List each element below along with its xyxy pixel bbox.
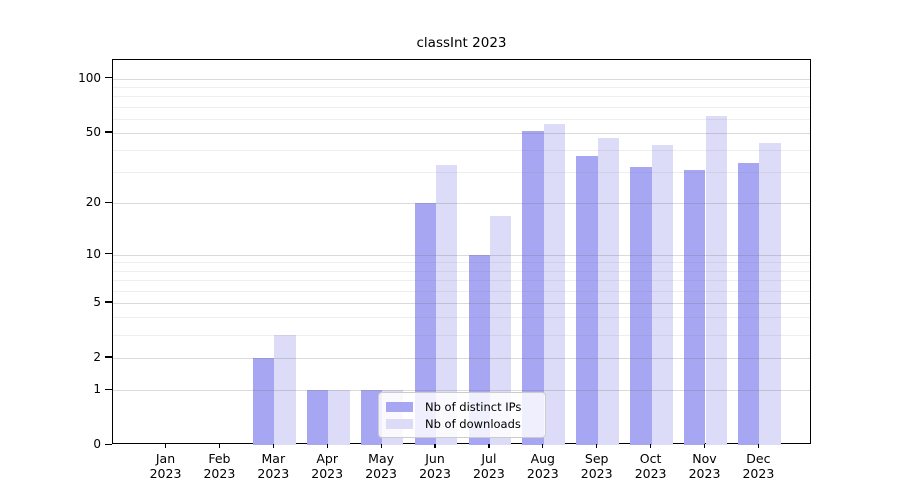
- gridline-1: [113, 390, 810, 391]
- x-tick-nov: [703, 444, 706, 448]
- y-tick-20: [105, 201, 112, 204]
- bar-downloads-sep: [597, 137, 620, 445]
- legend-label-distinct-ips: Nb of distinct IPs: [425, 399, 522, 414]
- y-tick-10: [105, 253, 112, 255]
- bar-distinct-ips-dec: [738, 162, 760, 445]
- y-tick-0: [105, 443, 112, 445]
- gridline-3: [113, 334, 810, 336]
- gridline-70: [113, 106, 810, 108]
- legend-item-distinct-ips: Nb of distinct IPs: [386, 401, 537, 413]
- bar-downloads-mar: [274, 334, 296, 445]
- x-tick-label-oct: Oct 2023: [634, 451, 667, 481]
- gridline-6: [113, 290, 810, 292]
- bar-downloads-aug: [543, 124, 566, 445]
- gridline-8: [113, 270, 810, 272]
- x-tick-sep: [596, 444, 598, 448]
- x-tick-dec: [757, 444, 760, 448]
- x-tick-label-sep: Sep 2023: [580, 451, 613, 481]
- legend-label-downloads: Nb of downloads: [425, 416, 521, 431]
- grid-layer: [113, 60, 810, 443]
- bars-layer: [113, 60, 810, 445]
- x-tick-jan: [164, 444, 167, 448]
- y-tick-label-20: 20: [85, 195, 101, 210]
- x-tick-jun: [434, 444, 436, 448]
- y-tick-label-50: 50: [85, 124, 101, 139]
- x-tick-aug: [542, 444, 544, 448]
- y-tick-2: [105, 356, 112, 358]
- legend-item-downloads: Nb of downloads: [386, 418, 537, 430]
- gridline-2: [113, 357, 810, 359]
- x-tick-jul: [488, 444, 490, 448]
- y-tick-1: [105, 388, 112, 390]
- gridline-10: [113, 254, 810, 256]
- gridline-20: [113, 203, 810, 205]
- x-tick-label-jul: Jul 2023: [472, 451, 505, 481]
- bar-downloads-oct: [651, 144, 673, 445]
- y-tick-50: [105, 131, 112, 133]
- gridline-30: [113, 172, 810, 174]
- bar-distinct-ips-oct: [630, 167, 652, 445]
- bar-downloads-apr: [328, 390, 350, 445]
- x-tick-label-nov: Nov 2023: [688, 451, 721, 481]
- x-tick-mar: [272, 444, 274, 448]
- x-tick-label-feb: Feb 2023: [203, 451, 236, 481]
- gridline-9: [113, 262, 810, 264]
- x-tick-label-jan: Jan 2023: [149, 451, 182, 481]
- gridline-40: [113, 150, 810, 152]
- legend: Nb of distinct IPs Nb of downloads: [378, 392, 546, 438]
- gridline-4: [113, 317, 810, 319]
- y-tick-label-1: 1: [93, 382, 101, 396]
- y-tick-5: [105, 301, 112, 303]
- gridline-7: [113, 279, 810, 281]
- bar-distinct-ips-sep: [576, 156, 598, 445]
- x-tick-label-jun: Jun 2023: [419, 451, 451, 481]
- bar-distinct-ips-apr: [306, 390, 329, 445]
- x-tick-label-aug: Aug 2023: [526, 451, 559, 481]
- bar-downloads-dec: [759, 142, 781, 445]
- gridline-60: [113, 118, 810, 120]
- y-tick-label-10: 10: [85, 246, 101, 261]
- bar-distinct-ips-nov: [684, 169, 706, 445]
- x-tick-label-mar: Mar 2023: [257, 451, 290, 481]
- legend-swatch-distinct-ips: [386, 401, 413, 412]
- x-tick-label-apr: Apr 2023: [311, 451, 344, 481]
- x-tick-apr: [326, 444, 328, 448]
- bar-distinct-ips-mar: [252, 357, 275, 445]
- y-tick-100: [105, 77, 112, 79]
- gridline-50: [113, 132, 810, 134]
- x-tick-label-may: May 2023: [365, 451, 397, 481]
- gridline-100: [113, 78, 810, 80]
- legend-swatch-downloads: [386, 418, 413, 429]
- y-tick-label-5: 5: [93, 294, 101, 309]
- gridline-5: [113, 302, 810, 304]
- bar-downloads-nov: [705, 116, 727, 445]
- y-tick-label-100: 100: [78, 70, 101, 85]
- gridline-90: [113, 86, 810, 88]
- x-tick-may: [380, 444, 382, 448]
- chart-title: classInt 2023: [416, 35, 507, 51]
- x-tick-oct: [650, 444, 652, 448]
- y-tick-label-2: 2: [93, 349, 101, 364]
- y-tick-label-0: 0: [93, 437, 101, 451]
- plot-area: Nb of distinct IPs Nb of downloads: [112, 59, 811, 445]
- gridline-80: [113, 96, 810, 98]
- x-tick-label-dec: Dec 2023: [742, 451, 775, 481]
- x-tick-feb: [218, 444, 221, 448]
